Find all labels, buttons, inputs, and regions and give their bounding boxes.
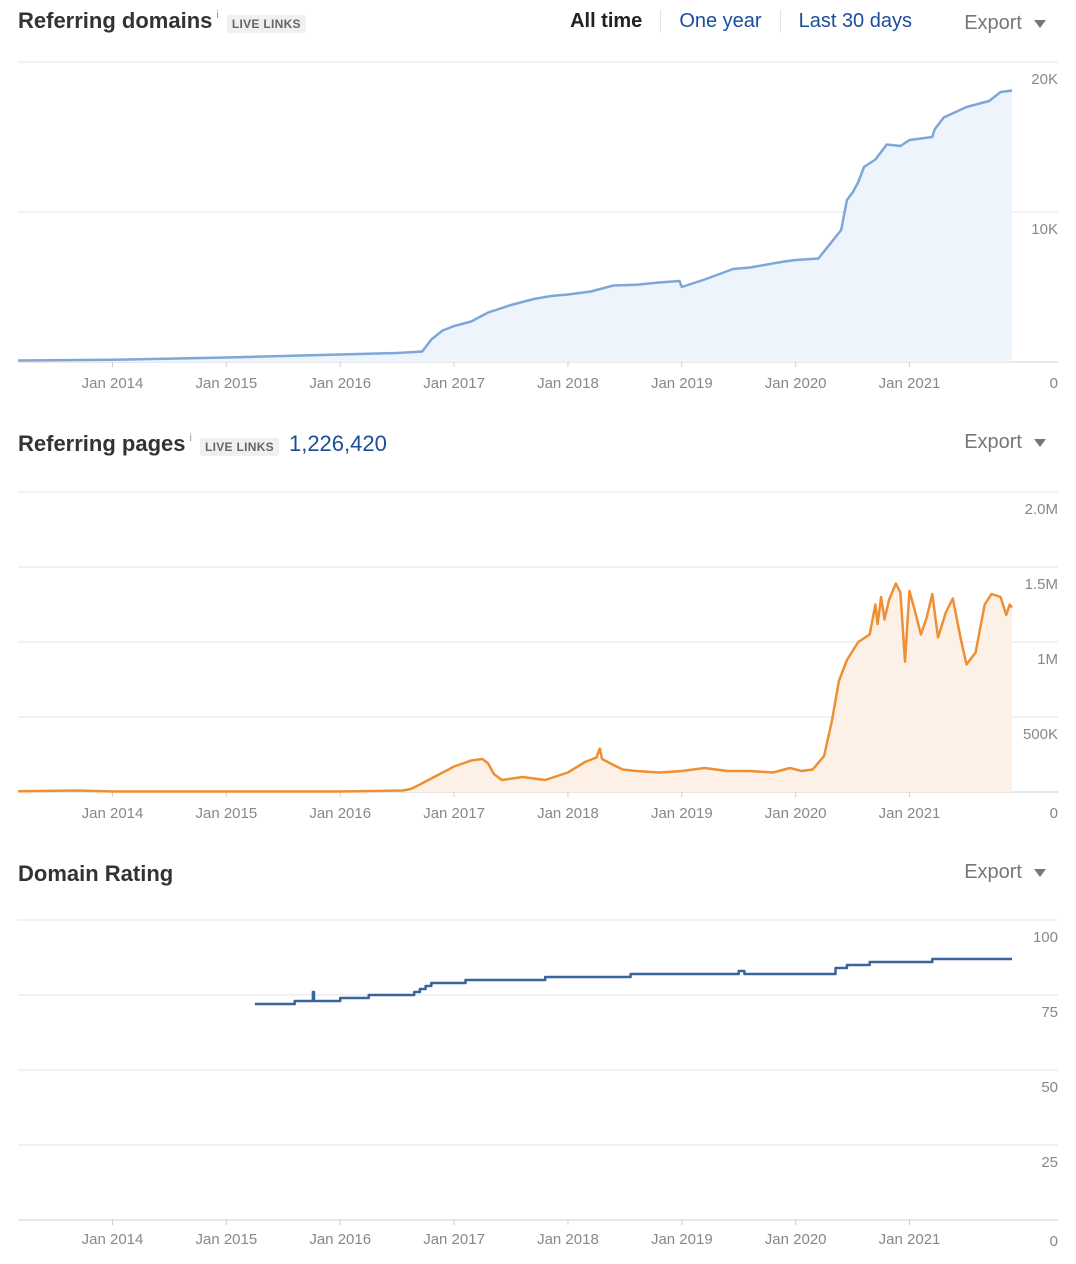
range-tab-one-year[interactable]: One year xyxy=(660,10,779,33)
export-button[interactable]: Export xyxy=(964,861,1046,884)
x-tick-label: Jan 2018 xyxy=(537,805,599,822)
caret-down-icon xyxy=(1034,19,1046,28)
y-tick-label: 2.0M xyxy=(1025,501,1058,518)
x-tick-label: Jan 2017 xyxy=(423,375,485,392)
referring-pages-title: Referring pages xyxy=(18,431,186,456)
x-tick-label: Jan 2017 xyxy=(423,805,485,822)
x-tick-label: Jan 2019 xyxy=(651,1231,713,1248)
caret-down-icon xyxy=(1034,438,1046,447)
caret-down-icon xyxy=(1034,868,1046,877)
y-tick-label: 1M xyxy=(1037,651,1058,668)
y-tick-label: 10K xyxy=(1031,221,1058,238)
y-tick-label: 0 xyxy=(1050,805,1058,822)
x-tick-label: Jan 2014 xyxy=(82,375,144,392)
x-tick-label: Jan 2016 xyxy=(309,375,371,392)
x-tick-label: Jan 2016 xyxy=(309,805,371,822)
export-label: Export xyxy=(964,12,1022,34)
referring-domains-title: Referring domains xyxy=(18,8,213,33)
x-tick-label: Jan 2019 xyxy=(651,375,713,392)
domain-rating-header: Domain Rating xyxy=(18,861,173,887)
export-button[interactable]: Export xyxy=(964,12,1046,35)
x-tick-label: Jan 2020 xyxy=(765,805,827,822)
export-label: Export xyxy=(964,431,1022,453)
y-tick-label: 75 xyxy=(1041,1004,1058,1021)
date-range-tabs: All time One year Last 30 days xyxy=(552,10,930,33)
referring-domains-panel: Referring domains i LIVE LINKS All time … xyxy=(0,0,1076,400)
referring-domains-header: Referring domains i LIVE LINKS xyxy=(18,8,306,34)
series-line xyxy=(17,89,1013,362)
y-tick-label: 20K xyxy=(1031,71,1058,88)
x-tick-label: Jan 2014 xyxy=(82,805,144,822)
x-tick-label: Jan 2020 xyxy=(765,1231,827,1248)
referring-pages-count: 1,226,420 xyxy=(288,431,387,456)
live-links-badge: LIVE LINKS xyxy=(199,438,279,456)
referring-domains-chart: 0 10K 20K Jan 2014 Jan 2015 Jan 2016 Jan 2017 J… xyxy=(17,61,1058,392)
series-line xyxy=(254,957,1012,1006)
info-icon[interactable]: i xyxy=(189,432,192,444)
info-icon[interactable]: i xyxy=(216,9,219,21)
y-tick-label: 25 xyxy=(1041,1154,1058,1171)
y-tick-label: 500K xyxy=(1023,726,1058,743)
x-tick-label: Jan 2021 xyxy=(879,375,941,392)
x-tick-label: Jan 2014 xyxy=(82,1231,144,1248)
series-line xyxy=(17,582,1013,793)
export-button[interactable]: Export xyxy=(964,431,1046,454)
y-tick-label: 0 xyxy=(1050,375,1058,392)
domain-rating-title: Domain Rating xyxy=(18,861,174,886)
live-links-badge: LIVE LINKS xyxy=(226,15,306,33)
x-tick-label: Jan 2015 xyxy=(195,1231,257,1248)
y-tick-label: 1.5M xyxy=(1025,576,1058,593)
x-tick-label: Jan 2015 xyxy=(195,375,257,392)
series-area xyxy=(18,90,1012,362)
x-tick-label: Jan 2021 xyxy=(879,1231,941,1248)
referring-pages-header: Referring pages i LIVE LINKS 1,226,420 xyxy=(18,431,387,457)
x-tick-label: Jan 2017 xyxy=(423,1231,485,1248)
x-tick-label: Jan 2020 xyxy=(765,375,827,392)
x-tick-label: Jan 2016 xyxy=(309,1231,371,1248)
referring-pages-chart: 0 500K 1M 1.5M 2.0M Jan 2014 Jan 2015 Jan 2016 J… xyxy=(17,491,1058,822)
range-tab-all-time[interactable]: All time xyxy=(570,10,643,32)
range-tab-last-30-days[interactable]: Last 30 days xyxy=(779,10,930,33)
y-tick-label: 100 xyxy=(1033,929,1058,946)
export-label: Export xyxy=(964,861,1022,883)
referring-pages-panel: Referring pages i LIVE LINKS 1,226,420 E… xyxy=(17,431,1058,822)
y-tick-label: 0 xyxy=(1050,1233,1058,1250)
x-tick-label: Jan 2018 xyxy=(537,375,599,392)
x-tick-label: Jan 2021 xyxy=(879,805,941,822)
x-tick-label: Jan 2015 xyxy=(195,805,257,822)
x-tick-label: Jan 2019 xyxy=(651,805,713,822)
y-tick-label: 50 xyxy=(1041,1079,1058,1096)
x-tick-label: Jan 2018 xyxy=(537,1231,599,1248)
